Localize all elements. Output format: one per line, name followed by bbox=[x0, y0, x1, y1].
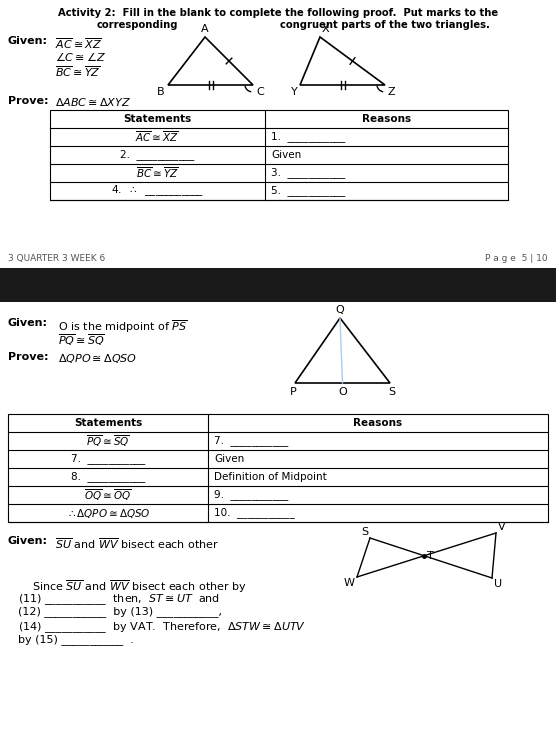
Text: $\overline{BC} \cong \overline{YZ}$: $\overline{BC} \cong \overline{YZ}$ bbox=[55, 64, 101, 78]
Text: 7.  ___________: 7. ___________ bbox=[214, 436, 288, 446]
Text: 8.  ___________: 8. ___________ bbox=[71, 471, 145, 483]
Text: Activity 2:  Fill in the blank to complete the following proof.  Put marks to th: Activity 2: Fill in the blank to complet… bbox=[58, 8, 498, 18]
Text: 1.  ___________: 1. ___________ bbox=[271, 131, 345, 142]
Text: T: T bbox=[427, 551, 434, 561]
Text: 9.  ___________: 9. ___________ bbox=[214, 489, 288, 501]
Text: Given: Given bbox=[214, 454, 244, 464]
Text: 4.  $\therefore$  ___________: 4. $\therefore$ ___________ bbox=[111, 184, 204, 198]
Text: P a g e  5 | 10: P a g e 5 | 10 bbox=[485, 254, 548, 263]
Text: S: S bbox=[361, 527, 368, 537]
Text: $\overline{OQ} \cong \overline{OQ}$: $\overline{OQ} \cong \overline{OQ}$ bbox=[85, 487, 132, 503]
Text: C: C bbox=[256, 87, 264, 97]
Text: Q: Q bbox=[336, 305, 344, 315]
Text: $\Delta QPO \cong \Delta QSO$: $\Delta QPO \cong \Delta QSO$ bbox=[58, 352, 137, 365]
Text: corresponding: corresponding bbox=[96, 20, 178, 30]
Text: U: U bbox=[494, 579, 502, 589]
Text: X: X bbox=[322, 24, 330, 34]
Text: 2.  ___________: 2. ___________ bbox=[121, 149, 195, 160]
Text: congruent parts of the two triangles.: congruent parts of the two triangles. bbox=[280, 20, 490, 30]
Text: Y: Y bbox=[291, 87, 298, 97]
Text: Prove:: Prove: bbox=[8, 352, 48, 362]
Text: $\overline{PQ} \cong \overline{SQ}$: $\overline{PQ} \cong \overline{SQ}$ bbox=[58, 332, 105, 348]
Text: (11) ___________  then,  $ST \cong UT$  and: (11) ___________ then, $ST \cong UT$ and bbox=[18, 592, 220, 606]
Text: O: O bbox=[338, 387, 347, 397]
Text: Reasons: Reasons bbox=[362, 114, 411, 124]
Text: $\Delta ABC \cong \Delta XYZ$: $\Delta ABC \cong \Delta XYZ$ bbox=[55, 96, 131, 108]
Text: Given:: Given: bbox=[8, 36, 48, 46]
Bar bbox=[0, 268, 556, 302]
Text: Since $\overline{SU}$ and $\overline{WV}$ bisect each other by: Since $\overline{SU}$ and $\overline{WV}… bbox=[18, 578, 247, 595]
Text: $\overline{BC} \cong \overline{YZ}$: $\overline{BC} \cong \overline{YZ}$ bbox=[136, 166, 179, 181]
Text: 7.  ___________: 7. ___________ bbox=[71, 454, 145, 465]
Text: Given:: Given: bbox=[8, 318, 48, 328]
Text: $\overline{SU}$ and $\overline{WV}$ bisect each other: $\overline{SU}$ and $\overline{WV}$ bise… bbox=[55, 536, 219, 551]
Text: S: S bbox=[389, 387, 395, 397]
Text: Statements: Statements bbox=[123, 114, 192, 124]
Text: 3.  ___________: 3. ___________ bbox=[271, 168, 345, 178]
Text: Given:: Given: bbox=[8, 536, 48, 546]
Text: Statements: Statements bbox=[74, 418, 142, 428]
Bar bbox=[8, 414, 548, 522]
Bar bbox=[50, 110, 508, 200]
Text: W: W bbox=[344, 578, 355, 588]
Text: $\therefore \Delta QPO \cong \Delta QSO$: $\therefore \Delta QPO \cong \Delta QSO$ bbox=[66, 507, 150, 519]
Text: $\overline{AC} \cong \overline{XZ}$: $\overline{AC} \cong \overline{XZ}$ bbox=[55, 36, 102, 51]
Text: Definition of Midpoint: Definition of Midpoint bbox=[214, 472, 327, 482]
Text: A: A bbox=[201, 24, 209, 34]
Text: Z: Z bbox=[388, 87, 396, 97]
Text: by (15) ___________  .: by (15) ___________ . bbox=[18, 634, 134, 645]
Text: P: P bbox=[290, 387, 296, 397]
Text: V: V bbox=[498, 522, 505, 532]
Text: (14) ___________  by VAT.  Therefore,  $\Delta STW \cong \Delta UTV$: (14) ___________ by VAT. Therefore, $\De… bbox=[18, 620, 306, 635]
Text: 10.  ___________: 10. ___________ bbox=[214, 507, 295, 518]
Text: Prove:: Prove: bbox=[8, 96, 48, 106]
Text: Given: Given bbox=[271, 150, 301, 160]
Text: (12) ___________  by (13) ___________,: (12) ___________ by (13) ___________, bbox=[18, 606, 222, 617]
Text: O is the midpoint of $\overline{PS}$: O is the midpoint of $\overline{PS}$ bbox=[58, 318, 187, 335]
Text: $\overline{AC} \cong \overline{XZ}$: $\overline{AC} \cong \overline{XZ}$ bbox=[136, 130, 180, 145]
Text: $\angle C \cong \angle Z$: $\angle C \cong \angle Z$ bbox=[55, 50, 106, 63]
Text: 5.  ___________: 5. ___________ bbox=[271, 186, 345, 196]
Text: B: B bbox=[157, 87, 165, 97]
Text: $\overline{PQ} \cong \overline{SQ}$: $\overline{PQ} \cong \overline{SQ}$ bbox=[86, 433, 130, 449]
Text: 3 QUARTER 3 WEEK 6: 3 QUARTER 3 WEEK 6 bbox=[8, 254, 105, 263]
Text: Reasons: Reasons bbox=[354, 418, 403, 428]
